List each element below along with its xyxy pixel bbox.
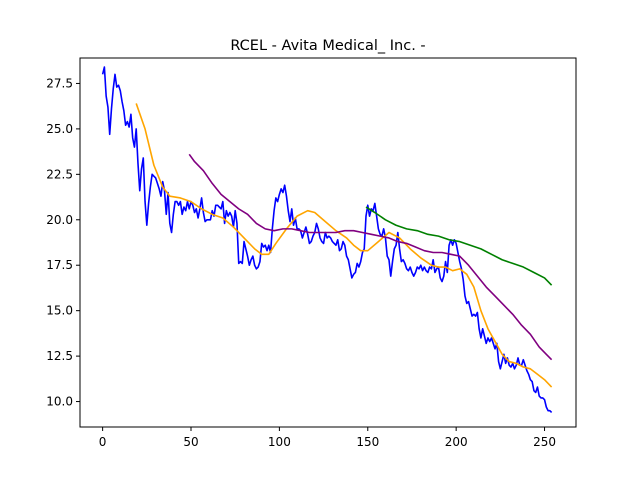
y-tick-label: 15.0 [46, 304, 73, 318]
axes-frame [79, 57, 577, 428]
y-tick-label: 17.5 [46, 258, 73, 272]
x-tick-label: 200 [445, 435, 468, 449]
series-line-3 [188, 153, 553, 361]
y-tick-label: 20.0 [46, 213, 73, 227]
series-layer [101, 66, 553, 414]
chart-title: RCEL - Avita Medical_ Inc. - [230, 38, 425, 54]
y-tick-label: 10.0 [46, 395, 73, 409]
x-tick-label: 50 [183, 435, 198, 449]
series-line-1 [101, 66, 553, 414]
y-tick-label: 22.5 [46, 167, 73, 181]
y-tick-label: 27.5 [46, 76, 73, 90]
x-tick-label: 150 [356, 435, 379, 449]
x-axis: 0 50 100 150 200 250 [99, 427, 556, 449]
plot-area [79, 57, 577, 428]
x-tick-label: 250 [533, 435, 556, 449]
y-tick-label: 25.0 [46, 122, 73, 136]
x-tick-label: 100 [268, 435, 291, 449]
y-tick-label: 12.5 [46, 349, 73, 363]
series-line-2 [135, 103, 553, 388]
x-tick-label: 0 [99, 435, 107, 449]
series-line-4 [365, 206, 553, 286]
y-axis: 10.0 12.5 15.0 17.5 20.0 22.5 25.0 27.5 [46, 76, 80, 409]
